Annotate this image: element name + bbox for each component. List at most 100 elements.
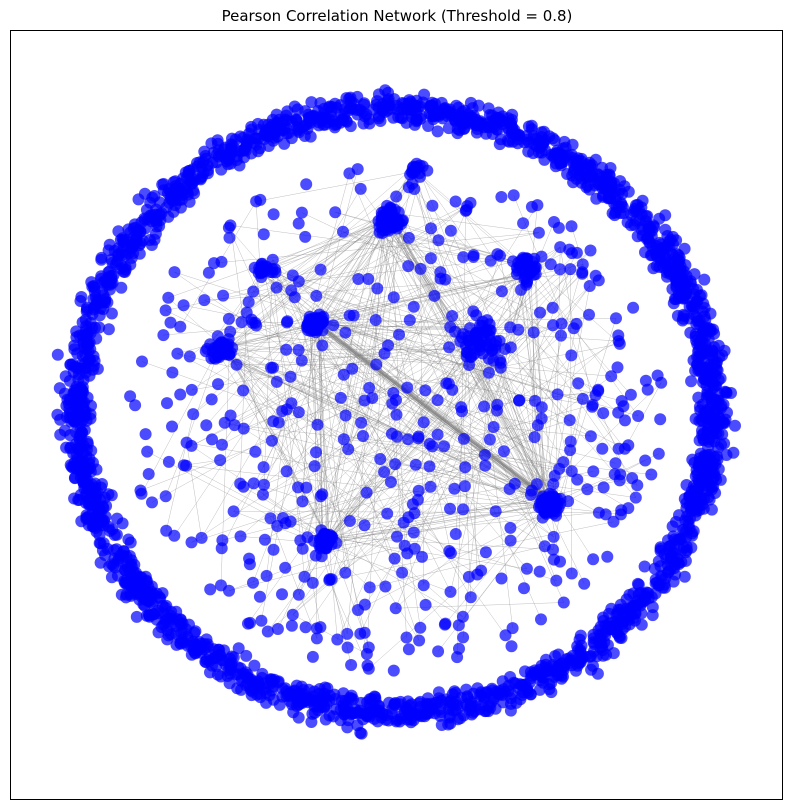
network-node	[117, 234, 130, 247]
network-node	[91, 362, 104, 375]
network-node	[185, 383, 198, 396]
network-node	[292, 217, 305, 230]
network-node	[565, 465, 578, 478]
network-node	[91, 511, 104, 523]
network-edge	[386, 212, 539, 233]
network-node	[250, 138, 263, 151]
network-edge	[559, 247, 575, 329]
network-node	[167, 205, 180, 218]
network-node	[264, 512, 277, 525]
network-node	[315, 316, 327, 328]
network-node	[122, 533, 135, 546]
network-edge	[390, 335, 562, 483]
network-edge	[325, 331, 551, 502]
network-node	[279, 561, 292, 574]
network-node	[533, 565, 546, 578]
network-node	[165, 618, 178, 631]
network-node	[193, 635, 205, 648]
network-node	[417, 579, 430, 592]
network-node	[354, 182, 367, 195]
network-node	[524, 488, 537, 501]
network-node	[381, 709, 393, 721]
network-node	[329, 206, 342, 219]
network-edge	[319, 323, 330, 542]
network-node	[372, 700, 385, 712]
network-node	[535, 613, 547, 626]
network-node	[527, 130, 540, 142]
network-node	[345, 689, 358, 702]
network-node	[244, 616, 256, 629]
network-edge	[227, 348, 330, 540]
network-node	[174, 388, 187, 401]
network-node	[519, 665, 531, 678]
network-node	[679, 278, 692, 291]
network-node	[480, 705, 492, 717]
network-node	[636, 194, 649, 207]
network-node	[508, 477, 521, 490]
network-node	[451, 651, 464, 664]
network-node	[413, 634, 426, 647]
network-edge	[320, 321, 593, 406]
network-node	[421, 164, 434, 177]
network-node	[564, 263, 577, 276]
network-node	[554, 555, 566, 568]
network-node	[286, 608, 299, 621]
network-edge	[262, 265, 498, 405]
network-edge	[326, 330, 552, 501]
network-node	[387, 387, 400, 399]
network-edge	[366, 218, 389, 655]
network-node	[677, 288, 690, 300]
network-edge	[324, 328, 550, 499]
network-node	[589, 389, 602, 402]
network-node	[162, 183, 175, 196]
network-node	[363, 113, 376, 126]
network-edge	[324, 330, 551, 501]
network-node	[327, 319, 340, 332]
network-node	[567, 176, 580, 189]
network-node	[574, 629, 587, 642]
network-node	[265, 434, 278, 447]
network-node	[698, 450, 711, 463]
network-node	[570, 158, 583, 170]
network-node	[339, 409, 352, 422]
network-node	[224, 219, 237, 232]
network-node	[521, 682, 534, 695]
network-node	[512, 323, 525, 336]
network-node	[214, 454, 227, 467]
network-node	[664, 555, 677, 568]
network-node	[168, 266, 181, 279]
network-edge	[165, 414, 194, 531]
network-edge	[382, 232, 452, 554]
network-node	[141, 445, 154, 458]
network-node	[225, 650, 238, 663]
network-node	[545, 677, 558, 690]
network-edge	[331, 496, 553, 537]
network-node	[358, 626, 371, 639]
network-node	[146, 496, 158, 509]
network-edge	[328, 503, 555, 540]
network-node	[142, 468, 155, 480]
network-node	[171, 347, 184, 360]
network-edge	[282, 467, 466, 519]
network-edge	[324, 329, 550, 500]
network-node	[310, 446, 322, 459]
network-node	[402, 433, 415, 446]
network-node	[698, 273, 711, 286]
network-node	[414, 621, 427, 634]
network-node	[532, 226, 545, 239]
network-node	[699, 357, 711, 370]
network-node	[588, 645, 600, 658]
network-node	[388, 552, 401, 565]
network-node	[494, 356, 507, 369]
network-node	[174, 320, 187, 333]
network-node	[360, 486, 373, 499]
network-edge	[222, 277, 526, 349]
network-node	[411, 114, 423, 127]
network-node	[102, 244, 115, 257]
network-edge	[412, 471, 594, 505]
network-node	[718, 417, 731, 430]
network-node	[539, 144, 551, 157]
network-node	[157, 329, 170, 342]
network-node	[586, 170, 599, 183]
network-node	[341, 721, 354, 734]
